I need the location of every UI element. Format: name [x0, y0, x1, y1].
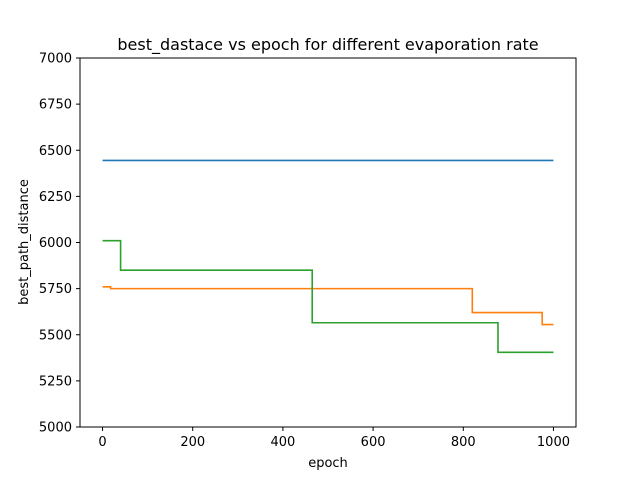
- x-axis-label: epoch: [308, 456, 348, 471]
- chart-title: best_dastace vs epoch for different evap…: [117, 35, 538, 55]
- y-tick-label: 5500: [39, 328, 72, 343]
- series-line-3: [102, 239, 554, 354]
- series-layer: [102, 159, 554, 354]
- plot-area: 0 200 400 600 800 1000 5000 5250 5500 5750 6000 62…: [39, 52, 577, 450]
- y-tick-label: 6750: [39, 98, 72, 113]
- series-line-2: [102, 285, 554, 326]
- y-tick-label: 7000: [39, 52, 72, 67]
- y-tick-label: 5000: [39, 421, 72, 436]
- x-axis-ticks: 0 200 400 600 800 1000: [98, 427, 570, 450]
- y-tick-label: 6500: [39, 144, 72, 159]
- plot-frame: [79, 57, 577, 428]
- y-axis-label: best_path_distance: [17, 179, 32, 305]
- x-tick-label: 200: [180, 435, 205, 450]
- x-tick-label: 1000: [537, 435, 570, 450]
- y-tick-label: 5250: [39, 374, 72, 389]
- x-tick-label: 800: [451, 435, 476, 450]
- x-tick-label: 0: [98, 435, 106, 450]
- y-tick-label: 6000: [39, 236, 72, 251]
- y-tick-label: 5750: [39, 282, 72, 297]
- x-tick-label: 600: [361, 435, 386, 450]
- x-tick-label: 400: [270, 435, 295, 450]
- y-tick-label: 6250: [39, 190, 72, 205]
- y-axis-ticks: 5000 5250 5500 5750 6000 6250 6500 6750 7000: [39, 52, 80, 436]
